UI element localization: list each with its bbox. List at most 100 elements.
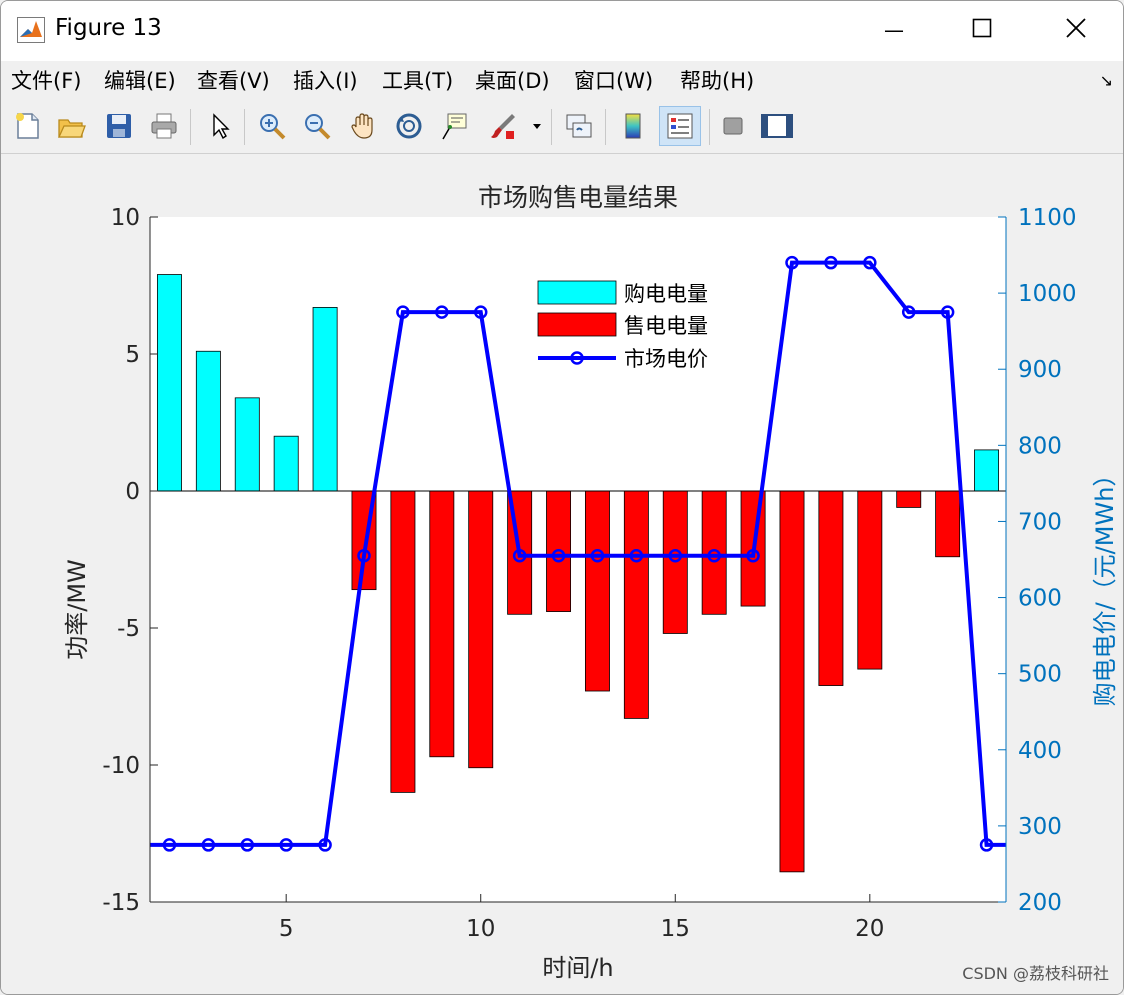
link-plot-icon [566, 114, 592, 138]
sell-bar [779, 490, 805, 873]
data-cursor-button[interactable] [437, 107, 473, 145]
toolbar-separator [244, 109, 245, 145]
price-point [629, 548, 644, 563]
sell-bar [701, 490, 727, 615]
sell-bar [896, 490, 922, 508]
legend-icon [667, 113, 693, 139]
menu-window[interactable]: 窗口(W) [574, 69, 654, 93]
new-figure-button[interactable] [9, 107, 45, 145]
sell-bar [390, 490, 416, 793]
rotate-3d-icon [396, 113, 422, 139]
minimize-button[interactable]: — [871, 7, 917, 53]
legend-button[interactable] [659, 106, 701, 146]
y-right-tick-label: 600 [1018, 586, 1062, 612]
zoom-out-button[interactable] [299, 107, 335, 145]
show-plot-tools-icon [761, 114, 793, 138]
y-right-tick-label: 200 [1018, 890, 1062, 916]
price-point [940, 305, 955, 319]
select-arrow-icon [213, 113, 230, 140]
price-point [357, 548, 371, 563]
save-button[interactable] [101, 107, 137, 145]
y-right-tick-label: 1000 [1018, 281, 1077, 307]
print-button[interactable] [146, 107, 182, 145]
rotate-button[interactable] [391, 107, 427, 145]
buy-bar [156, 274, 182, 492]
price-point [590, 548, 605, 563]
menu-file[interactable]: 文件(F) [11, 69, 82, 93]
price-point [318, 838, 332, 852]
brush-icon [491, 114, 515, 139]
save-icon [107, 114, 131, 138]
menu-tools[interactable]: 工具(T) [382, 69, 454, 93]
menu-overflow-icon[interactable]: ↘ [1099, 71, 1113, 90]
menu-help[interactable]: 帮助(H) [680, 69, 755, 93]
open-file-button[interactable] [53, 107, 89, 145]
zoom-out-icon [305, 114, 331, 140]
toolbar-separator [551, 109, 552, 145]
price-point [746, 548, 760, 563]
x-tick-label: 15 [661, 916, 690, 942]
show-plot-tools-button[interactable] [759, 107, 795, 145]
maximize-icon [972, 18, 992, 42]
toolbar-separator [605, 109, 606, 145]
chevron-down-icon [533, 124, 541, 129]
print-icon [151, 113, 177, 139]
legend-buy-label: 购电电量 [624, 282, 708, 306]
menu-insert[interactable]: 插入(I) [293, 69, 358, 93]
y-right-tick-label: 900 [1018, 357, 1062, 383]
y-right-tick-label: 700 [1018, 509, 1062, 535]
select-button[interactable] [202, 107, 238, 145]
y-right-tick-label: 1100 [1018, 205, 1077, 231]
matlab-icon [17, 17, 45, 43]
close-button[interactable] [1053, 7, 1099, 53]
y-tick-label: 0 [125, 479, 140, 505]
hide-plot-tools-button[interactable] [715, 107, 751, 145]
price-point [279, 838, 293, 852]
maximize-button[interactable] [959, 7, 1005, 53]
link-plot-button[interactable] [561, 107, 597, 145]
watermark-text: CSDN @荔枝科研社 [962, 964, 1109, 983]
chart-title: 市场购售电量结果 [478, 183, 678, 212]
x-axis-label: 时间/h [542, 954, 613, 982]
y-right-axis-label: 购电电价/（元/MWh） [1091, 463, 1119, 707]
menu-desktop[interactable]: 桌面(D) [475, 69, 550, 93]
chart-svg: -15 -10 -5 0 5 10 5 10 15 20 200 300 400 500 600 700 800… [63, 183, 1119, 982]
legend-price-marker [570, 351, 584, 365]
brush-dropdown-button[interactable] [527, 107, 547, 145]
title-bar: Figure 13 — [1, 1, 1123, 61]
sell-bar [623, 490, 649, 719]
menu-view[interactable]: 查看(V) [197, 69, 270, 93]
pan-hand-icon [351, 113, 373, 139]
price-point [785, 255, 799, 270]
data-cursor-icon [442, 113, 467, 140]
x-tick-label: 10 [466, 916, 495, 942]
legend-price-label: 市场电价 [624, 347, 708, 371]
figure-canvas: -15 -10 -5 0 5 10 5 10 15 20 200 300 400 500 600 700 800… [1, 154, 1123, 994]
buy-bar [273, 435, 299, 492]
price-point [979, 838, 994, 852]
y-right-tick-label: 400 [1018, 738, 1062, 764]
hide-plot-tools-icon [723, 117, 743, 135]
y-tick-label: -5 [117, 616, 140, 642]
buy-bar [195, 350, 221, 492]
buy-bar [312, 307, 338, 492]
y-tick-label: 10 [111, 205, 140, 231]
legend-sell-swatch [537, 312, 617, 337]
buy-bar [234, 397, 260, 492]
x-tick-label: 20 [855, 916, 884, 942]
toolbar-separator [709, 109, 710, 145]
price-point [435, 305, 449, 319]
menu-edit[interactable]: 编辑(E) [104, 69, 176, 93]
price-point [551, 548, 566, 563]
colorbar-button[interactable] [615, 107, 651, 145]
price-point [668, 548, 683, 563]
toolbar-separator [190, 109, 191, 145]
zoom-in-button[interactable] [254, 107, 290, 145]
price-point [162, 838, 177, 852]
close-icon [1065, 17, 1087, 43]
buy-bar [974, 449, 1000, 492]
pan-button[interactable] [345, 107, 381, 145]
y-tick-label: -15 [102, 890, 140, 916]
new-figure-icon [16, 113, 39, 139]
brush-button[interactable] [485, 107, 521, 145]
